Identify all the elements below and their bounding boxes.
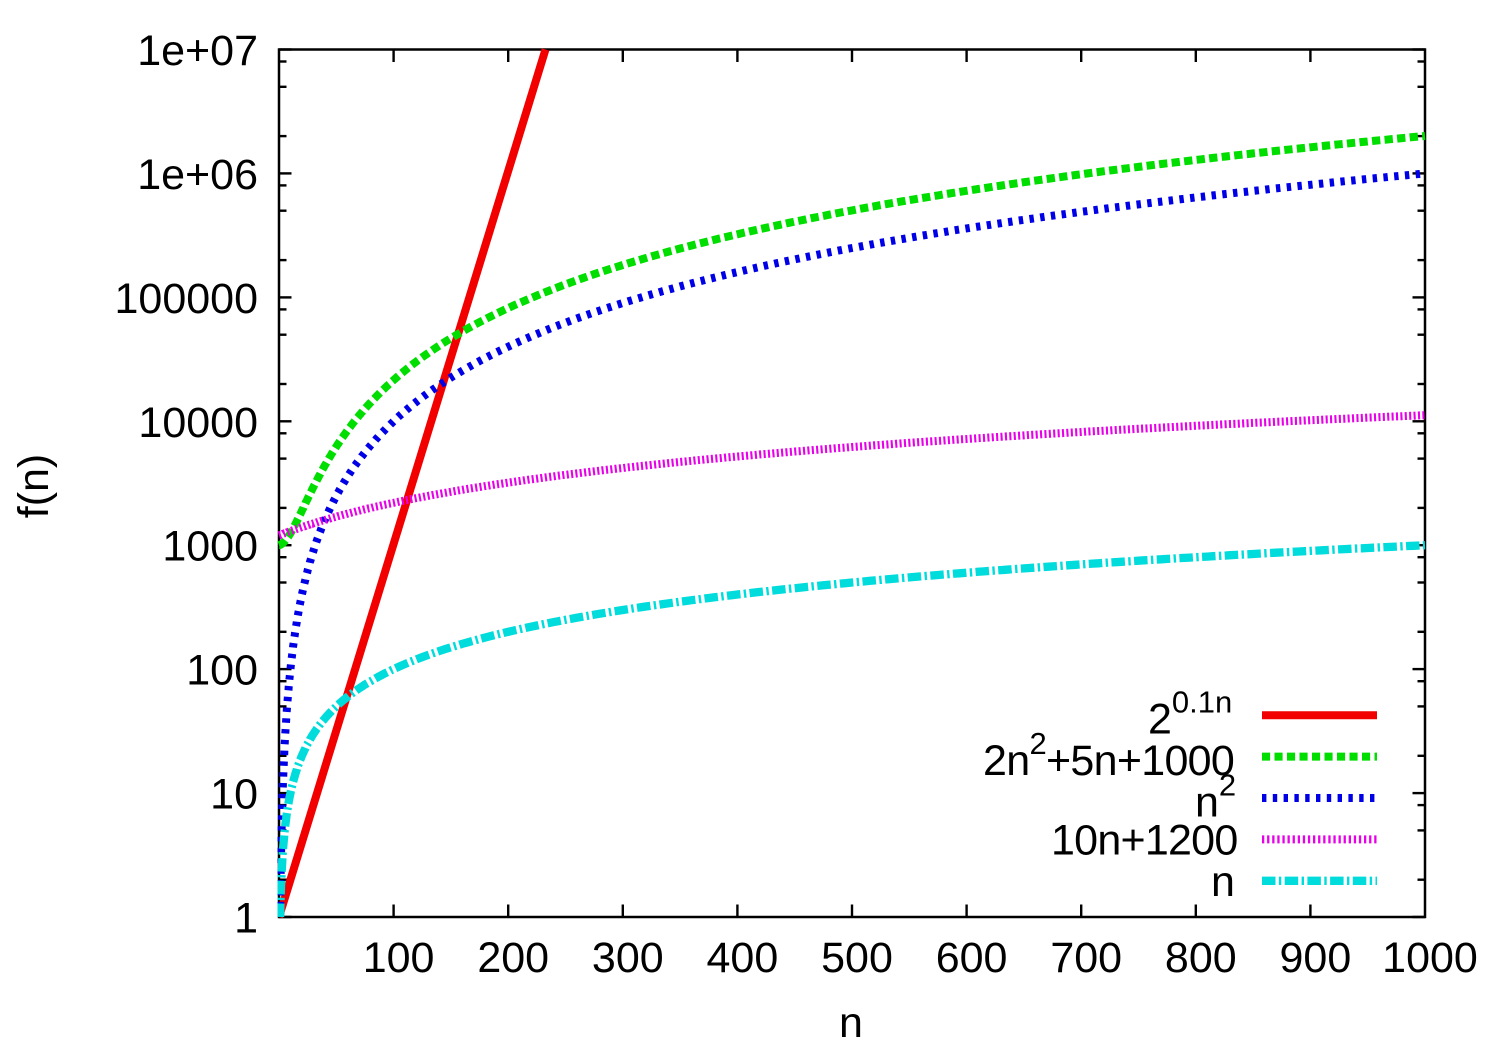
svg-text:n: n	[839, 999, 863, 1047]
svg-text:10: 10	[210, 771, 258, 819]
svg-text:1e+06: 1e+06	[137, 151, 258, 199]
svg-text:800: 800	[1165, 934, 1237, 982]
svg-text:700: 700	[1050, 934, 1122, 982]
svg-text:f(n): f(n)	[10, 454, 58, 519]
svg-text:100: 100	[363, 934, 435, 982]
svg-text:600: 600	[936, 934, 1008, 982]
svg-text:10n+1200: 10n+1200	[1051, 816, 1238, 864]
svg-text:100000: 100000	[115, 275, 259, 323]
svg-text:100: 100	[186, 647, 258, 695]
svg-text:n: n	[1211, 858, 1235, 906]
svg-text:300: 300	[592, 934, 664, 982]
svg-text:1e+07: 1e+07	[137, 27, 258, 75]
svg-text:400: 400	[707, 934, 779, 982]
svg-text:1000: 1000	[1382, 934, 1478, 982]
svg-text:500: 500	[821, 934, 893, 982]
svg-text:900: 900	[1280, 934, 1352, 982]
svg-text:1000: 1000	[162, 523, 258, 571]
svg-text:200: 200	[477, 934, 549, 982]
svg-text:1: 1	[234, 895, 258, 943]
svg-text:10000: 10000	[138, 399, 258, 447]
